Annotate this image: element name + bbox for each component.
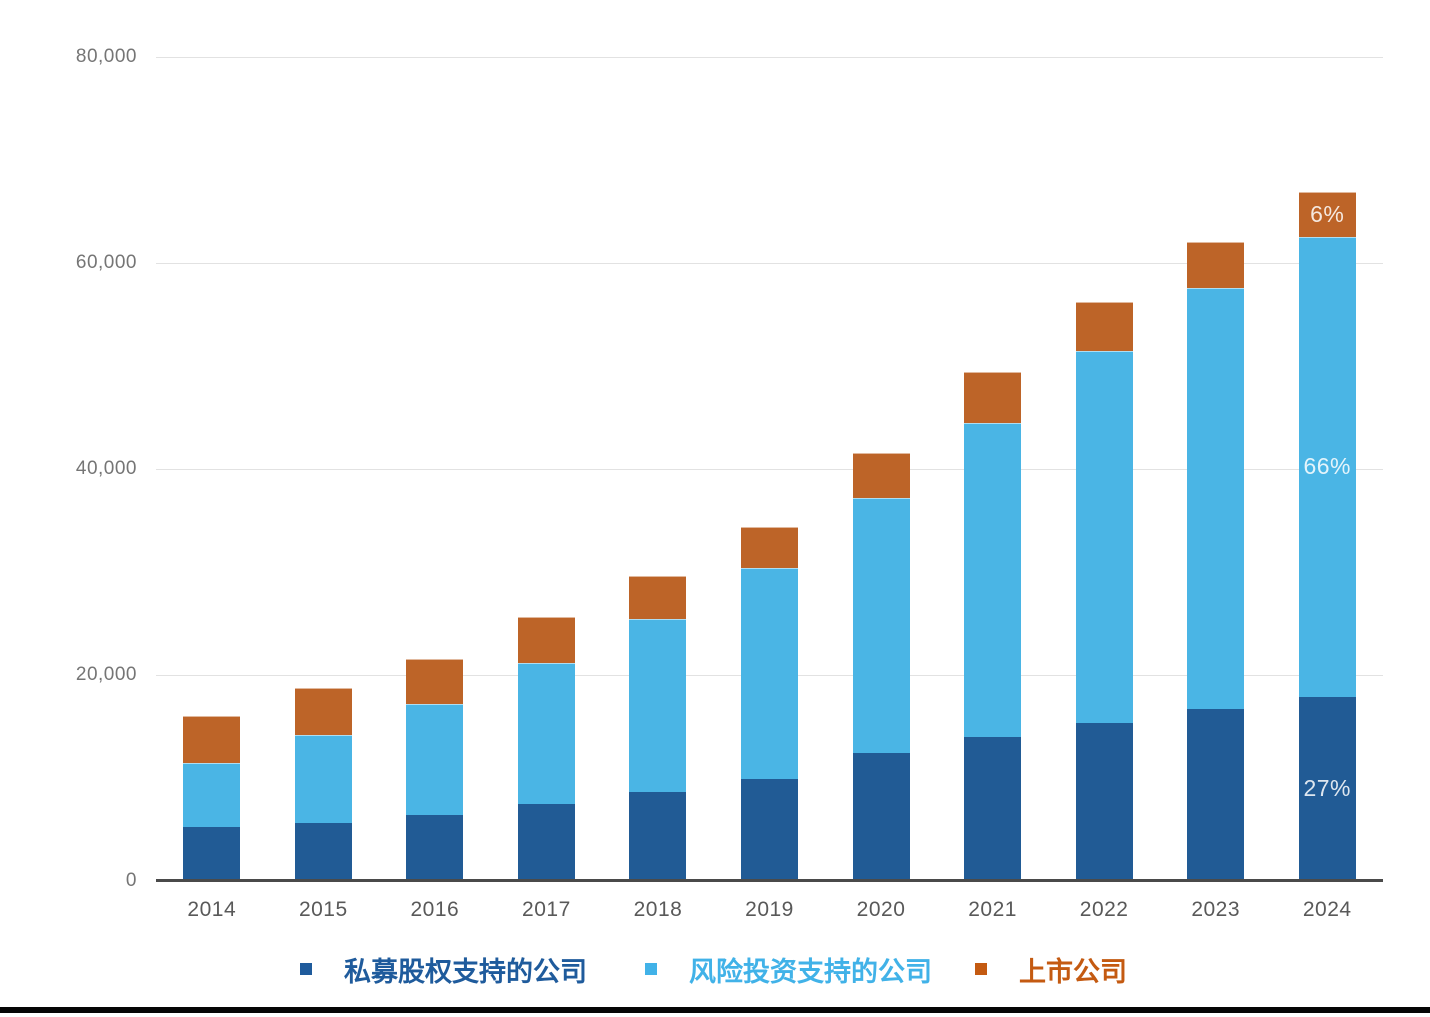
x-tick-label: 2018 <box>633 898 683 921</box>
bar-segment <box>964 372 1022 423</box>
bar-segment <box>741 779 798 881</box>
bar-segment <box>517 803 575 881</box>
legend-item-pe: 私募股权支持的公司 <box>300 954 587 987</box>
bar-segment <box>183 827 241 881</box>
bar-segment <box>1187 709 1245 881</box>
bar-2017 <box>517 617 575 881</box>
y-tick-label: 60,000 <box>75 252 137 273</box>
y-tick-label: 40,000 <box>75 458 137 479</box>
bar-segment <box>1075 350 1133 724</box>
bar-segment: 27% <box>1298 696 1356 881</box>
bar-segment <box>294 734 352 824</box>
bar-2023 <box>1187 242 1245 881</box>
x-axis-line <box>156 879 1383 882</box>
bar-segment <box>964 422 1022 737</box>
bar-segment <box>964 736 1022 881</box>
bar-segment: 6% <box>1298 191 1356 238</box>
bar-segment <box>294 823 352 881</box>
pe-legend-label: 私募股权支持的公司 <box>344 956 587 987</box>
bar-segment <box>1075 302 1133 351</box>
x-tick-label: 2019 <box>745 898 794 921</box>
gridline <box>156 469 1383 470</box>
vc-legend-label: 风险投资支持的公司 <box>689 956 932 987</box>
bar-segment <box>183 762 241 828</box>
x-tick-label: 2015 <box>298 898 348 921</box>
x-tick-label: 2020 <box>856 898 906 921</box>
bar-segment <box>1187 287 1245 709</box>
bar-segment <box>294 688 352 735</box>
x-tick-label: 2014 <box>187 898 237 921</box>
plot-area: 27% 66% 6% <box>156 57 1383 882</box>
segment-percent-label: 66% <box>1303 453 1351 480</box>
bar-segment <box>741 567 798 780</box>
bar-segment <box>517 617 575 663</box>
bar-2019 <box>741 526 798 881</box>
listed-legend-swatch-icon <box>975 963 987 975</box>
y-tick-label: 20,000 <box>75 664 137 685</box>
legend-item-listed: 上市公司 <box>975 954 1127 987</box>
segment-percent-label: 27% <box>1303 774 1351 801</box>
bar-2015 <box>294 688 352 881</box>
bar-segment <box>629 619 687 793</box>
bar-2016 <box>406 658 464 881</box>
bar-segment <box>852 497 910 754</box>
bar-segment <box>406 658 464 704</box>
bar-2014 <box>183 716 241 881</box>
bar-2020 <box>852 452 910 881</box>
legend-item-vc: 风险投资支持的公司 <box>645 954 932 987</box>
bar-segment <box>852 452 910 498</box>
y-tick-label: 0 <box>125 870 137 891</box>
x-tick-label: 2024 <box>1302 898 1352 921</box>
bar-2018 <box>629 576 687 881</box>
y-tick-label: 80,000 <box>75 46 137 67</box>
bar-2021 <box>964 372 1022 881</box>
gridline <box>156 263 1383 264</box>
bottom-border-line <box>0 1007 1430 1013</box>
bar-2024: 27% 66% 6% <box>1298 191 1356 881</box>
bar-segment <box>741 526 798 568</box>
bar-segment <box>406 815 464 881</box>
x-tick-label: 2022 <box>1079 898 1129 921</box>
bar-segment <box>183 716 241 763</box>
bar-segment: 66% <box>1298 237 1356 697</box>
x-tick-label: 2016 <box>410 898 460 921</box>
x-tick-label: 2023 <box>1191 898 1241 921</box>
x-tick-label: 2021 <box>968 898 1017 921</box>
bar-segment <box>852 753 910 881</box>
segment-percent-label: 6% <box>1310 201 1345 228</box>
gridline <box>156 57 1383 58</box>
bar-segment <box>517 662 575 804</box>
bar-2022 <box>1075 302 1133 881</box>
vc-legend-swatch-icon <box>645 963 657 975</box>
bar-segment <box>406 703 464 816</box>
bar-segment <box>629 792 687 881</box>
listed-legend-label: 上市公司 <box>1019 956 1127 987</box>
x-tick-label: 2017 <box>522 898 571 921</box>
bar-segment <box>1187 242 1245 288</box>
bar-segment <box>629 576 687 620</box>
bar-segment <box>1075 723 1133 881</box>
pe-legend-swatch-icon <box>300 963 312 975</box>
